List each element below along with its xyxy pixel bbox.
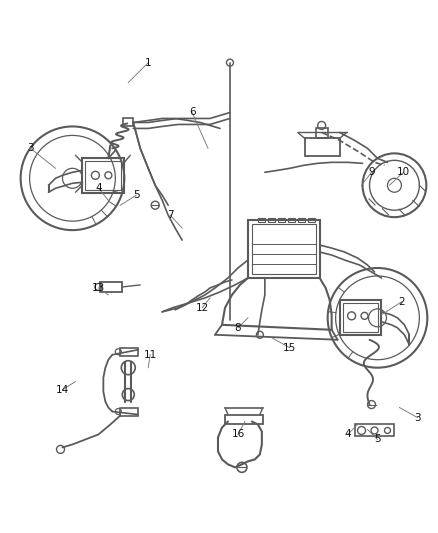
- Bar: [308, 218, 314, 222]
- Text: 16: 16: [231, 430, 244, 440]
- Bar: [288, 218, 295, 222]
- Text: 11: 11: [144, 350, 157, 360]
- Bar: [316, 128, 328, 139]
- Bar: [100, 282, 122, 292]
- Bar: [305, 139, 339, 156]
- Bar: [355, 424, 395, 437]
- Text: 5: 5: [133, 190, 140, 200]
- Text: 12: 12: [195, 303, 208, 313]
- Text: 3: 3: [27, 143, 34, 154]
- Bar: [278, 218, 285, 222]
- Text: 8: 8: [235, 323, 241, 333]
- Bar: [258, 218, 265, 222]
- Bar: [120, 348, 138, 356]
- Text: 4: 4: [95, 183, 102, 193]
- Bar: [298, 218, 305, 222]
- Text: 3: 3: [414, 413, 420, 423]
- Text: 14: 14: [56, 385, 69, 394]
- Bar: [225, 415, 263, 424]
- Bar: [252, 224, 316, 274]
- Text: 2: 2: [398, 297, 405, 307]
- Bar: [85, 161, 121, 190]
- Text: 7: 7: [167, 210, 173, 220]
- Bar: [248, 220, 320, 278]
- Bar: [82, 158, 124, 193]
- Bar: [339, 300, 381, 335]
- Bar: [268, 218, 275, 222]
- Bar: [343, 303, 378, 332]
- Bar: [120, 408, 138, 416]
- Text: 1: 1: [145, 58, 152, 68]
- Text: 5: 5: [374, 434, 381, 445]
- Text: 10: 10: [397, 167, 410, 177]
- Bar: [124, 118, 133, 126]
- Text: 15: 15: [283, 343, 297, 353]
- Text: 4: 4: [344, 430, 351, 440]
- Text: 9: 9: [368, 167, 375, 177]
- Text: 6: 6: [189, 108, 195, 117]
- Text: 13: 13: [92, 283, 105, 293]
